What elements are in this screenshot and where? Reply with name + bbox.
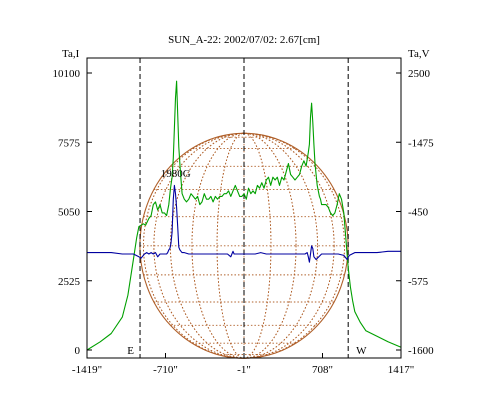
right-axis-label: Ta,V <box>408 48 430 60</box>
x-tick-label: 708" <box>312 364 333 376</box>
east-limb-label: E <box>127 345 134 357</box>
series-layer <box>86 80 402 351</box>
meridian-line <box>153 132 335 359</box>
left-y-tick-label: 10100 <box>53 68 81 80</box>
x-tick-label: -710" <box>153 364 178 376</box>
right-y-tick-label: -575 <box>408 276 429 288</box>
right-y-tick-label: -1475 <box>408 137 434 149</box>
x-tick-label: -1419" <box>72 364 102 376</box>
left-y-tick-label: 2525 <box>58 276 81 288</box>
x-tick-label: -1" <box>237 364 251 376</box>
right-y-tick-label: 2500 <box>408 68 431 80</box>
right-y-tick-label: -450 <box>408 207 429 219</box>
series-line-0 <box>86 80 402 351</box>
chart-title: SUN_A-22: 2002/07/02: 2.67[cm] <box>168 34 320 46</box>
left-y-tick-label: 0 <box>75 345 81 357</box>
left-y-tick-label: 7575 <box>58 137 81 149</box>
source-label-1980g: 1980G <box>161 168 191 180</box>
series-line-1 <box>87 184 401 263</box>
west-limb-label: W <box>356 345 367 357</box>
right-y-tick-label: -1600 <box>408 345 434 357</box>
x-tick-label: 1417" <box>388 364 415 376</box>
limb-markers <box>139 58 349 358</box>
left-axis-label: Ta,I <box>62 48 80 60</box>
left-y-tick-label: 5050 <box>58 207 81 219</box>
axis-ticks: 0 2525 5050 7575 10100 -1600 -575 -450 -1475 2500… <box>53 68 435 376</box>
